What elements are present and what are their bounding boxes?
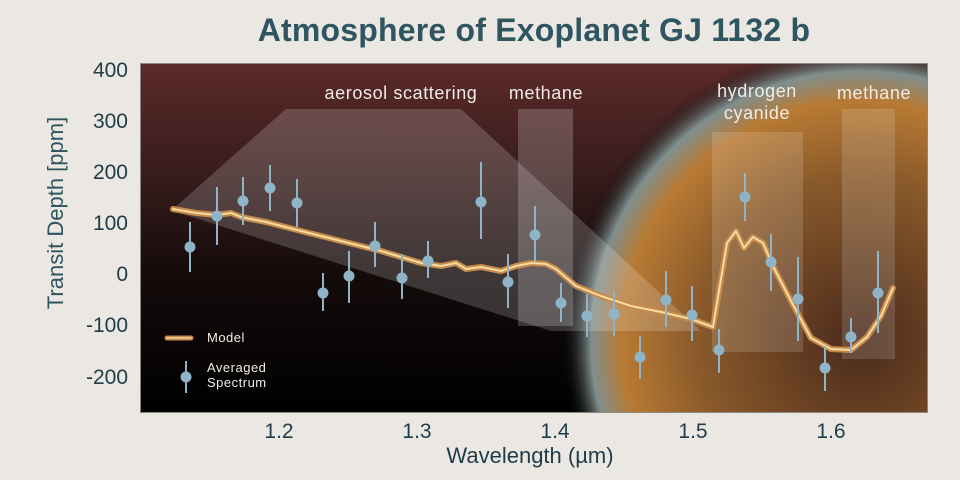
legend-spectrum-line2: Spectrum	[207, 375, 267, 390]
plot-area: aerosol scattering methane hydrogen cyan…	[140, 63, 928, 413]
planet-background	[561, 64, 927, 412]
annotation-methane-2: methane	[836, 83, 912, 103]
methane-band-1	[518, 109, 573, 326]
x-tick: 1.2	[264, 420, 294, 443]
y-tick: 200	[92, 161, 128, 184]
y-axis-label: Transit Depth [ppm]	[43, 116, 68, 310]
model-line	[170, 206, 896, 353]
annotation-hcn-line1: hydrogen	[717, 81, 797, 101]
annotation-hcn-line2: cyanide	[723, 103, 791, 123]
y-tick: 300	[92, 110, 128, 133]
y-tick: 100	[92, 212, 128, 235]
y-tick: 0	[116, 263, 128, 286]
x-tick: 1.6	[816, 420, 846, 443]
spectrum-points	[184, 162, 884, 391]
aerosol-band	[173, 109, 701, 331]
legend-model-label: Model	[207, 330, 245, 345]
chart-title: Atmosphere of Exoplanet GJ 1132 b	[257, 12, 811, 48]
annotation-methane-1: methane	[508, 83, 584, 103]
annotation-aerosol-scattering: aerosol scattering	[324, 83, 478, 103]
x-tick: 1.4	[540, 420, 570, 443]
y-tick: -200	[85, 366, 128, 389]
y-tick: -100	[85, 314, 128, 337]
x-tick: 1.3	[402, 420, 432, 443]
methane-band-2	[842, 109, 895, 359]
x-tick: 1.5	[678, 420, 708, 443]
legend-spectrum-line1: Averaged	[207, 360, 267, 375]
x-axis-label: Wavelength (µm)	[446, 443, 614, 468]
chart-svg	[164, 64, 927, 412]
legend-spectrum-label: Averaged Spectrum	[207, 360, 267, 390]
legend-spectrum-marker	[180, 371, 192, 383]
y-tick: 400	[92, 59, 128, 82]
annotation-hcn: hydrogen cyanide	[697, 80, 817, 124]
